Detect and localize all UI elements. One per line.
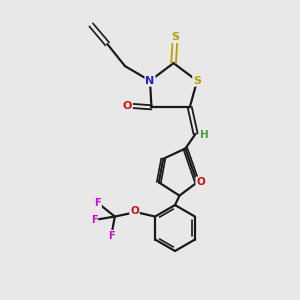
Text: O: O [123, 101, 132, 111]
Text: H: H [200, 130, 208, 140]
Text: F: F [109, 231, 115, 241]
Text: S: S [193, 76, 201, 86]
Text: O: O [130, 206, 139, 216]
Text: F: F [91, 215, 98, 225]
Text: S: S [171, 32, 179, 42]
Text: F: F [94, 198, 101, 208]
Text: N: N [146, 76, 154, 86]
Text: O: O [196, 177, 205, 188]
